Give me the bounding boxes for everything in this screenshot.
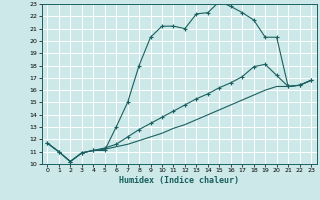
X-axis label: Humidex (Indice chaleur): Humidex (Indice chaleur) (119, 176, 239, 185)
